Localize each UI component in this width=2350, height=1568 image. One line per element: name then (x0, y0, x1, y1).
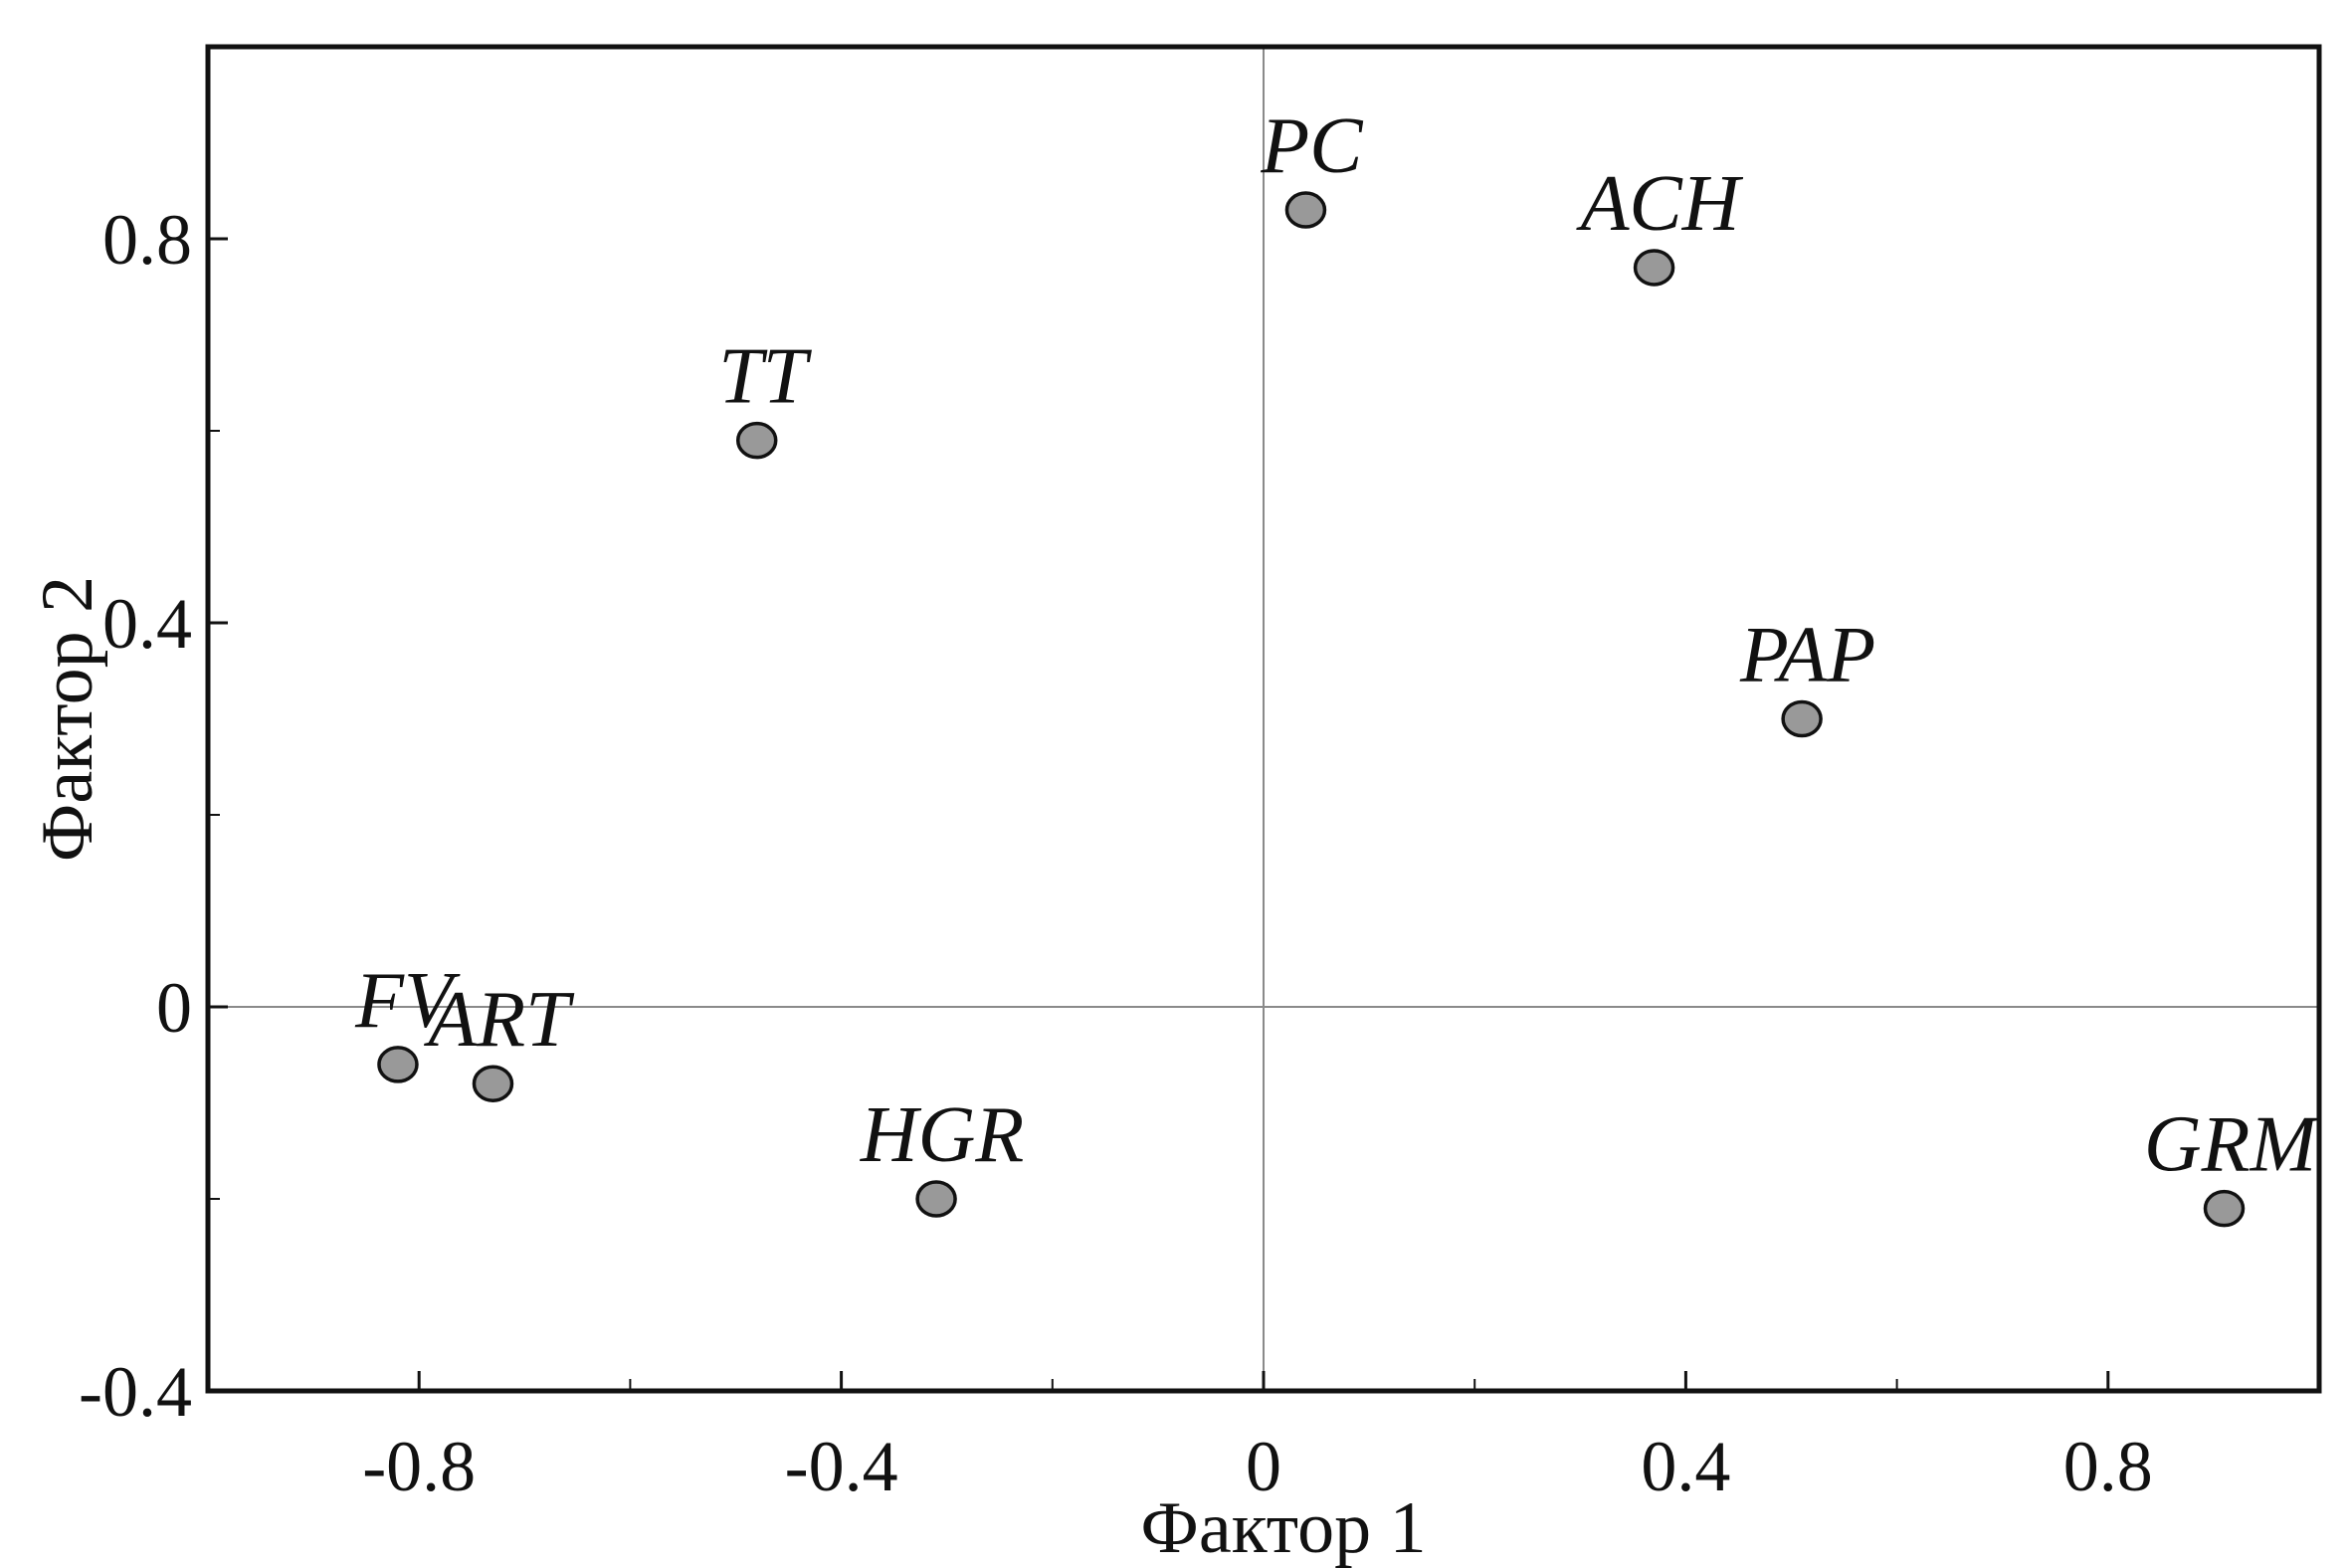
data-point-grm (2203, 1189, 2246, 1228)
data-point-ach (1633, 249, 1675, 287)
plot-frame (205, 44, 2322, 1394)
point-label-pap: PAP (1739, 612, 1875, 699)
point-label-pc: PC (1260, 102, 1364, 190)
x-tick-labels: -0.8 -0.4 0 0.4 0.8 (362, 1427, 2153, 1506)
x-tick-label: 0.8 (2063, 1427, 2153, 1506)
x-tick-label: -0.4 (785, 1427, 898, 1506)
data-point-hgr (915, 1180, 957, 1218)
point-label-grm: GRM (2144, 1101, 2321, 1189)
y-tick-label: 0.4 (102, 584, 192, 664)
major-ticks (208, 237, 2110, 1393)
y-tick-label: 0 (156, 968, 192, 1048)
y-tick-label: 0.8 (102, 200, 192, 280)
reference-lines (208, 47, 2319, 1391)
data-point-fv (377, 1046, 419, 1083)
minor-ticks (208, 430, 1898, 1391)
y-tick-label: -0.4 (79, 1352, 192, 1432)
y-axis-title: Фактор 2 (27, 576, 108, 862)
data-point-art (472, 1065, 514, 1102)
x-tick-label: -0.8 (362, 1427, 476, 1506)
point-label-ach: ACH (1576, 160, 1744, 248)
y-tick-labels: -0.4 0 0.4 0.8 (79, 200, 192, 1432)
point-label-tt: TT (718, 333, 812, 421)
x-tick-label: 0 (1246, 1427, 1281, 1506)
point-label-art: ART (423, 976, 575, 1064)
point-label-hgr: HGR (860, 1091, 1024, 1179)
data-point-tt (735, 421, 778, 460)
x-tick-label: 0.4 (1641, 1427, 1730, 1506)
data-point-pc (1284, 191, 1327, 229)
point-label-fv: FV (354, 957, 461, 1045)
x-axis-title: Фактор 1 (1140, 1487, 1426, 1568)
data-point-pap (1781, 699, 1823, 738)
data-points (377, 191, 2246, 1228)
